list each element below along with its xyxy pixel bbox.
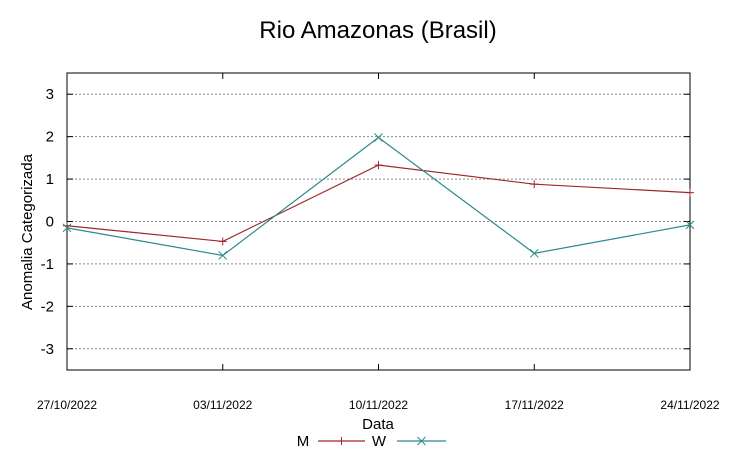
data-point-w: [685, 220, 695, 230]
y-tick-label: 2: [46, 129, 54, 146]
data-point-w-b: [685, 220, 695, 230]
y-tick-label: 3: [46, 86, 54, 103]
data-point-w-b: [529, 248, 539, 258]
data-point-w-b: [218, 251, 228, 260]
data-point-w-b: [374, 133, 383, 142]
series-line-w: [66, 136, 691, 257]
grid-layer: [67, 93, 690, 350]
y-tick-label: -1: [41, 256, 54, 273]
x-tick-label: 17/11/2022: [505, 398, 564, 412]
x-tick-label: 27/10/2022: [37, 398, 97, 412]
legend-marker-m: [337, 437, 346, 445]
x-tick-label: 24/11/2022: [660, 398, 719, 412]
data-point-w-b: [62, 223, 72, 233]
data-point-m: [530, 180, 539, 189]
legend-label-m: M: [297, 433, 310, 450]
legend-marker-w-b: [417, 436, 426, 446]
series-line-m: [66, 164, 691, 243]
series-layer: [62, 133, 695, 260]
legend-marker-w: [417, 436, 426, 446]
y-tick-label: -3: [41, 341, 54, 358]
legend-label-w: W: [372, 433, 387, 450]
y-axis: 3 2 1 0 -1 -2 -3: [41, 86, 690, 358]
y-tick-label: 1: [46, 171, 54, 188]
y-axis-label: Anomalia Categorizada: [19, 153, 36, 310]
x-tick-label: 10/11/2022: [349, 398, 408, 412]
data-point-m: [686, 188, 694, 197]
y-tick-label: -2: [41, 298, 54, 315]
data-point-w: [529, 248, 539, 258]
data-point-w: [62, 223, 72, 233]
data-point-m: [218, 237, 227, 246]
chart-title: Rio Amazonas (Brasil): [259, 17, 496, 44]
y-tick-label: 0: [46, 214, 54, 231]
data-point-w: [218, 251, 228, 260]
data-point-w: [374, 133, 383, 142]
x-axis: 27/10/2022 03/11/2022 10/11/2022 17/11/2022…: [37, 73, 720, 412]
data-point-m: [374, 161, 383, 170]
x-axis-label: Data: [362, 416, 394, 433]
x-tick-label: 03/11/2022: [193, 398, 252, 412]
